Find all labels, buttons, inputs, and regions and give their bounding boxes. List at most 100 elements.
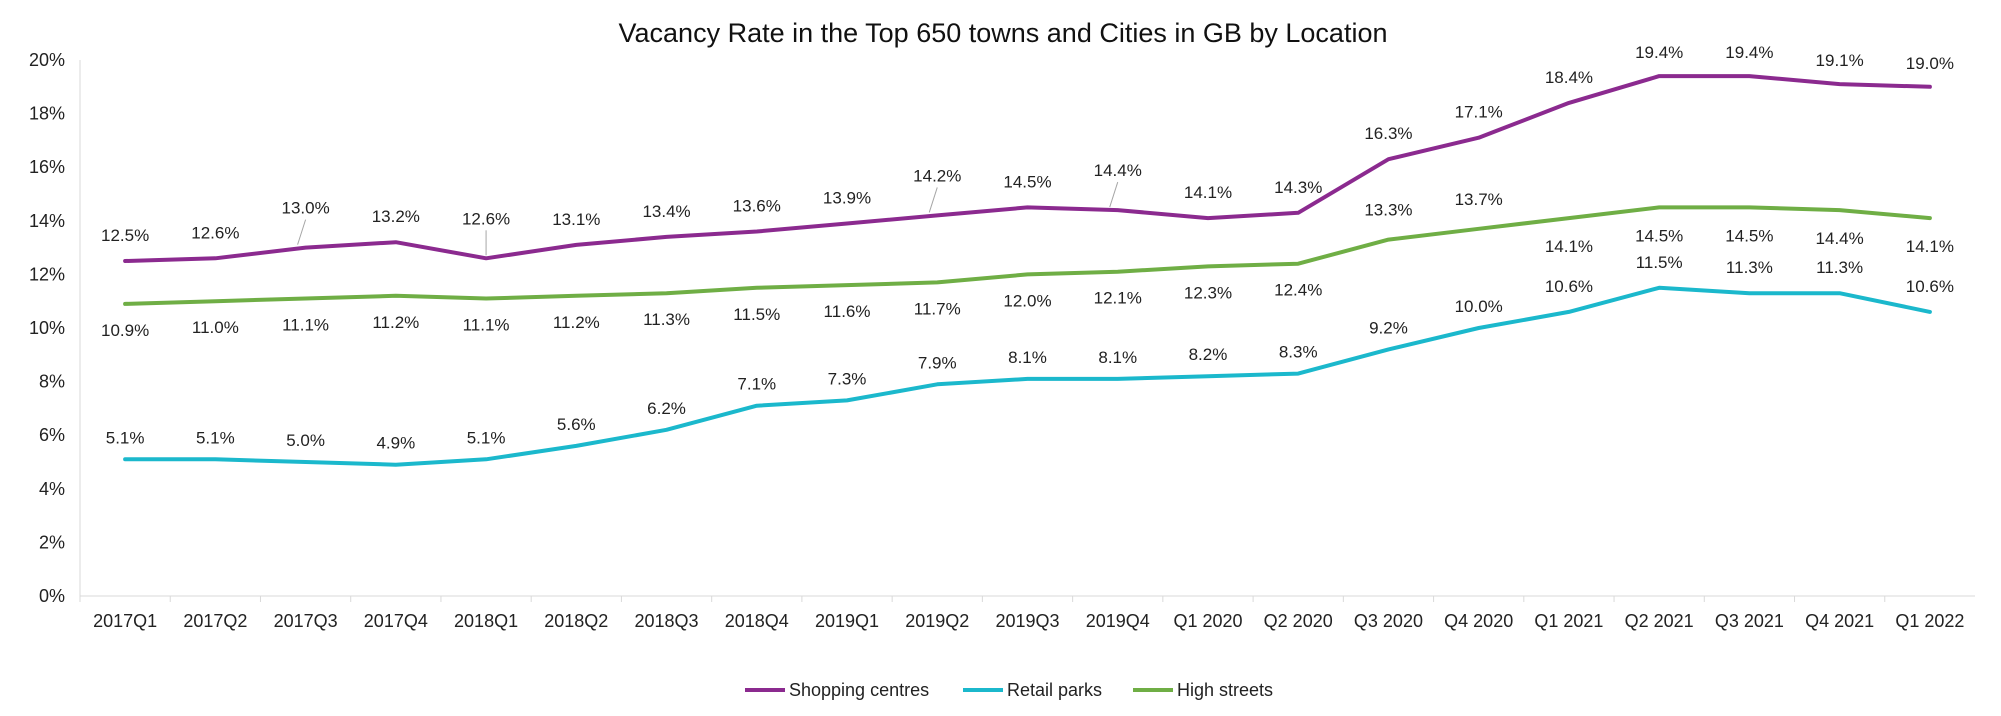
- data-label: 12.4%: [1274, 281, 1322, 300]
- data-label: 11.3%: [1816, 258, 1863, 277]
- x-tick-label: Q3 2020: [1354, 611, 1423, 631]
- data-label: 8.2%: [1189, 345, 1228, 364]
- data-label: 17.1%: [1455, 103, 1503, 122]
- data-label: 14.4%: [1094, 161, 1142, 180]
- data-label: 14.5%: [1003, 172, 1051, 191]
- x-tick-label: 2018Q3: [635, 611, 699, 631]
- legend: Shopping centres Retail parks High streets: [745, 680, 1273, 700]
- data-label: 8.1%: [1008, 348, 1047, 367]
- data-label: 14.3%: [1274, 178, 1322, 197]
- data-label: 5.6%: [557, 415, 596, 434]
- data-label: 16.3%: [1364, 124, 1412, 143]
- data-label: 11.1%: [282, 316, 329, 335]
- x-tick-label: Q4 2020: [1444, 611, 1513, 631]
- legend-label: Retail parks: [1007, 680, 1102, 700]
- data-label: 7.3%: [828, 369, 867, 388]
- series-line-2: [123, 205, 1932, 306]
- legend-label: High streets: [1177, 680, 1273, 700]
- x-tick-label: 2019Q2: [905, 611, 969, 631]
- data-label: 5.1%: [106, 428, 145, 447]
- x-tick-label: 2018Q1: [454, 611, 518, 631]
- data-label: 10.0%: [1455, 297, 1503, 316]
- data-label: 13.0%: [281, 199, 329, 218]
- data-label: 5.0%: [286, 431, 325, 450]
- data-label: 10.9%: [101, 321, 149, 340]
- y-tick-label: 12%: [29, 264, 65, 284]
- data-label: 11.3%: [1726, 258, 1773, 277]
- data-label: 7.1%: [737, 375, 776, 394]
- data-label: 14.5%: [1725, 226, 1773, 245]
- series-lines: [123, 74, 1932, 467]
- x-tick-label: 2017Q4: [364, 611, 428, 631]
- data-label: 7.9%: [918, 353, 957, 372]
- y-tick-label: 14%: [29, 211, 65, 231]
- data-label: 12.1%: [1094, 289, 1142, 308]
- data-label: 12.6%: [462, 209, 510, 228]
- data-label: 14.1%: [1184, 183, 1232, 202]
- data-label: 19.4%: [1635, 43, 1683, 62]
- y-tick-label: 16%: [29, 157, 65, 177]
- data-label: 19.1%: [1816, 51, 1864, 70]
- x-tick-label: Q1 2022: [1895, 611, 1964, 631]
- label-leader-line: [1109, 181, 1119, 208]
- data-label: 13.4%: [642, 202, 690, 221]
- data-labels: 12.5% 12.6% 13.0% 13.2% 12.6% 13.1% 13.4% 13.6%…: [101, 43, 1954, 453]
- data-label: 12.0%: [1003, 291, 1051, 310]
- x-tick-label: 2017Q3: [274, 611, 338, 631]
- data-label: 19.4%: [1725, 43, 1773, 62]
- data-label: 11.2%: [553, 313, 600, 332]
- x-tick-label: 2018Q2: [544, 611, 608, 631]
- x-tick-label: Q4 2021: [1805, 611, 1874, 631]
- data-label: 18.4%: [1545, 68, 1593, 87]
- data-label: 11.7%: [914, 299, 961, 318]
- data-label: 5.1%: [196, 428, 235, 447]
- data-label: 10.6%: [1906, 277, 1954, 296]
- data-label: 11.5%: [733, 305, 780, 324]
- y-tick-label: 20%: [29, 50, 65, 70]
- y-tick-label: 8%: [39, 372, 65, 392]
- data-label: 12.6%: [191, 223, 239, 242]
- legend-label: Shopping centres: [789, 680, 929, 700]
- x-tick-label: Q1 2021: [1534, 611, 1603, 631]
- data-label: 14.4%: [1816, 229, 1864, 248]
- data-label: 13.9%: [823, 188, 871, 207]
- x-tick-label: Q2 2021: [1625, 611, 1694, 631]
- data-label: 19.0%: [1906, 54, 1954, 73]
- x-tick-label: 2017Q1: [93, 611, 157, 631]
- x-tick-label: Q1 2020: [1173, 611, 1242, 631]
- data-label: 14.2%: [913, 166, 961, 185]
- data-label: 8.3%: [1279, 343, 1318, 362]
- x-tick-label: 2019Q4: [1086, 611, 1150, 631]
- x-tick-label: 2019Q3: [995, 611, 1059, 631]
- y-tick-label: 0%: [39, 586, 65, 606]
- data-label: 12.5%: [101, 226, 149, 245]
- data-label: 9.2%: [1369, 318, 1408, 337]
- data-label: 13.2%: [372, 207, 420, 226]
- data-label: 14.5%: [1635, 226, 1683, 245]
- data-label: 11.6%: [824, 302, 871, 321]
- y-tick-label: 4%: [39, 479, 65, 499]
- data-label: 12.3%: [1184, 283, 1232, 302]
- x-tick-label: Q3 2021: [1715, 611, 1784, 631]
- x-tick-label: Q2 2020: [1264, 611, 1333, 631]
- chart-title: Vacancy Rate in the Top 650 towns and Ci…: [619, 18, 1388, 48]
- y-tick-label: 18%: [29, 104, 65, 124]
- label-leader-line: [297, 219, 307, 245]
- label-leader-line: [928, 187, 938, 213]
- label-leader-lines: [297, 181, 1119, 256]
- data-label: 11.5%: [1636, 253, 1683, 272]
- data-label: 13.1%: [552, 210, 600, 229]
- data-label: 13.6%: [733, 197, 781, 216]
- data-label: 11.1%: [463, 316, 510, 335]
- series-line-1: [123, 285, 1932, 467]
- data-label: 13.3%: [1364, 201, 1412, 220]
- axes: 0% 2% 4% 6% 8% 10% 12% 14% 16% 18% 20% 2017Q1 2017Q2…: [29, 50, 1975, 631]
- data-label: 6.2%: [647, 399, 686, 418]
- data-label: 14.1%: [1906, 237, 1954, 256]
- data-label: 10.6%: [1545, 277, 1593, 296]
- data-label: 4.9%: [376, 434, 415, 453]
- x-tick-label: 2018Q4: [725, 611, 789, 631]
- data-label: 11.2%: [372, 313, 419, 332]
